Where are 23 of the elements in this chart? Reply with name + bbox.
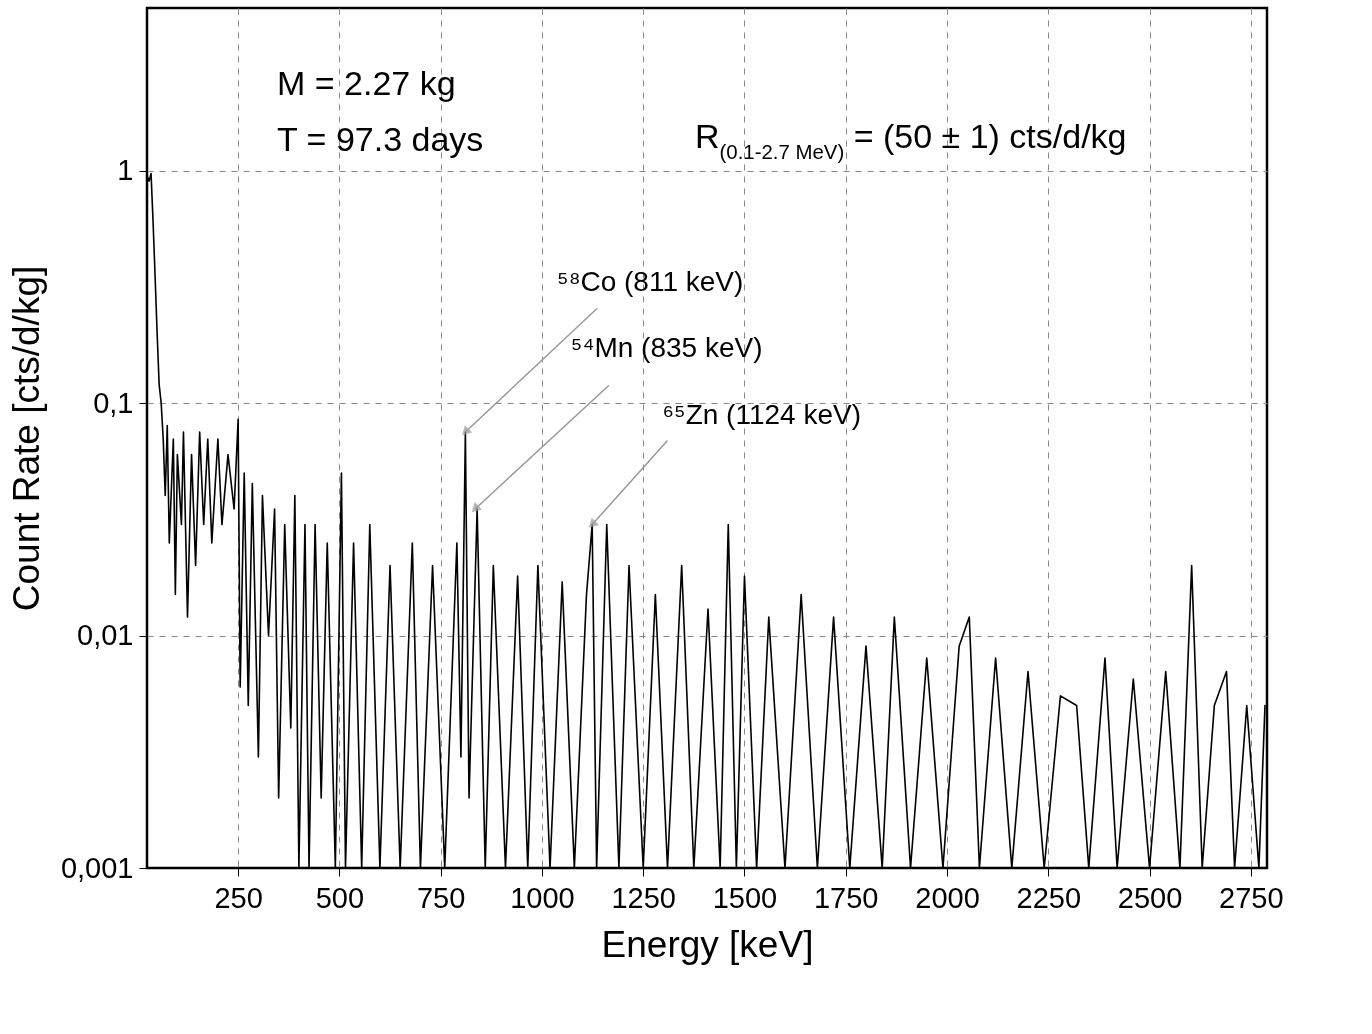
x-tick-label: 2750: [1219, 881, 1284, 914]
annotation: ⁶⁵Zn (1124 keV): [662, 399, 861, 431]
x-tick-label: 1250: [611, 881, 676, 914]
y-tick-label: 0,001: [60, 851, 134, 884]
y-tick-label: 0,1: [93, 386, 134, 419]
x-tick-label: 2250: [1016, 881, 1082, 914]
x-axis-title: Energy [keV]: [601, 923, 814, 965]
x-tick-label: 2500: [1117, 881, 1183, 914]
annotation: R$_{(0.1-2.7 MeV)}$ = (50 ± 1) cts/d/kg: [695, 117, 1127, 163]
x-tick-label: 750: [416, 881, 466, 914]
annotation: ⁵⁴Mn (835 keV): [570, 332, 763, 364]
annotation: T = 97.3 days: [277, 120, 484, 158]
x-tick-label: 2000: [915, 881, 980, 914]
x-tick-label: 1500: [712, 881, 778, 914]
y-tick-label: 0,01: [77, 619, 134, 651]
x-tick-label: 1750: [813, 881, 879, 914]
y-tick-label: 1: [117, 154, 134, 187]
y-axis-title: Count Rate [cts/d/kg]: [5, 265, 47, 612]
annotation: ⁵⁸Co (811 keV): [557, 266, 744, 298]
x-tick-label: 250: [214, 881, 263, 914]
x-tick-label: 1000: [510, 881, 575, 914]
x-tick-label: 500: [315, 881, 365, 914]
annotation: M = 2.27 kg: [277, 64, 456, 102]
